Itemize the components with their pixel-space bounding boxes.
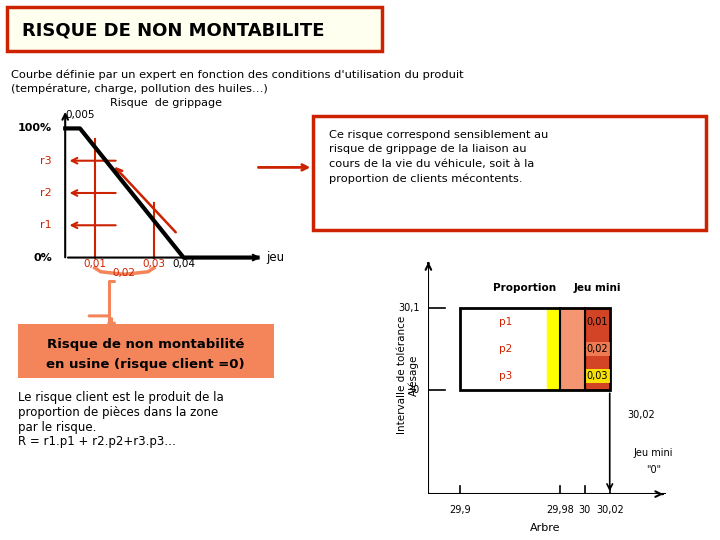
FancyBboxPatch shape [313,116,706,230]
FancyBboxPatch shape [18,324,274,378]
Text: Ce risque correspond sensiblement au
risque de grippage de la liaison au
cours d: Ce risque correspond sensiblement au ris… [329,130,548,184]
Text: 30: 30 [579,505,591,515]
Text: r2: r2 [40,188,52,198]
Text: Arbre: Arbre [529,523,560,533]
Text: Jeu mini: Jeu mini [573,282,621,293]
Text: Proportion: Proportion [493,282,557,293]
Text: 30,02: 30,02 [627,410,655,420]
Text: 0,01: 0,01 [587,316,608,327]
Text: 30: 30 [408,386,420,395]
Text: 29,98: 29,98 [546,505,574,515]
Text: p2: p2 [499,344,513,354]
Text: 30,1: 30,1 [398,302,420,313]
FancyBboxPatch shape [7,7,382,51]
Text: 29,9: 29,9 [449,505,470,515]
Text: 0,03: 0,03 [587,372,608,381]
Text: 30,02: 30,02 [596,505,624,515]
Text: 100%: 100% [18,124,52,133]
Text: Le risque client est le produit de la: Le risque client est le produit de la [18,392,224,404]
Text: Risque  de grippage: Risque de grippage [109,98,222,109]
Text: p3: p3 [499,372,513,381]
Bar [459,307,610,390]
Text: "0": "0" [646,465,661,475]
Text: Risque de non montabilité: Risque de non montabilité [47,338,245,351]
Text: 0,03: 0,03 [143,259,166,268]
Text: p1: p1 [499,316,513,327]
Text: r3: r3 [40,156,52,166]
Text: 0,005: 0,005 [66,110,95,120]
Text: par le risque.: par le risque. [18,421,96,434]
Text: R = r1.p1 + r2.p2+r3.p3…: R = r1.p1 + r2.p2+r3.p3… [18,435,176,448]
Text: 0,01: 0,01 [84,259,107,268]
Text: 0,02: 0,02 [113,268,136,278]
Text: Jeu mini: Jeu mini [634,449,673,458]
Text: (température, charge, pollution des huiles…): (température, charge, pollution des huil… [11,84,268,94]
Text: Intervalle de tolérance
Alésage: Intervalle de tolérance Alésage [397,316,419,434]
Text: jeu: jeu [266,251,284,264]
Text: RISQUE DE NON MONTABILITE: RISQUE DE NON MONTABILITE [22,21,325,39]
Text: 0,04: 0,04 [172,259,195,268]
Text: 0%: 0% [33,253,52,262]
Text: 0,02: 0,02 [586,344,608,354]
Text: en usine (risque client =0): en usine (risque client =0) [47,358,245,371]
Text: r1: r1 [40,220,52,230]
Text: proportion de pièces dans la zone: proportion de pièces dans la zone [18,406,218,419]
Text: Courbe définie par un expert en fonction des conditions d'utilisation du produit: Courbe définie par un expert en fonction… [11,69,464,79]
